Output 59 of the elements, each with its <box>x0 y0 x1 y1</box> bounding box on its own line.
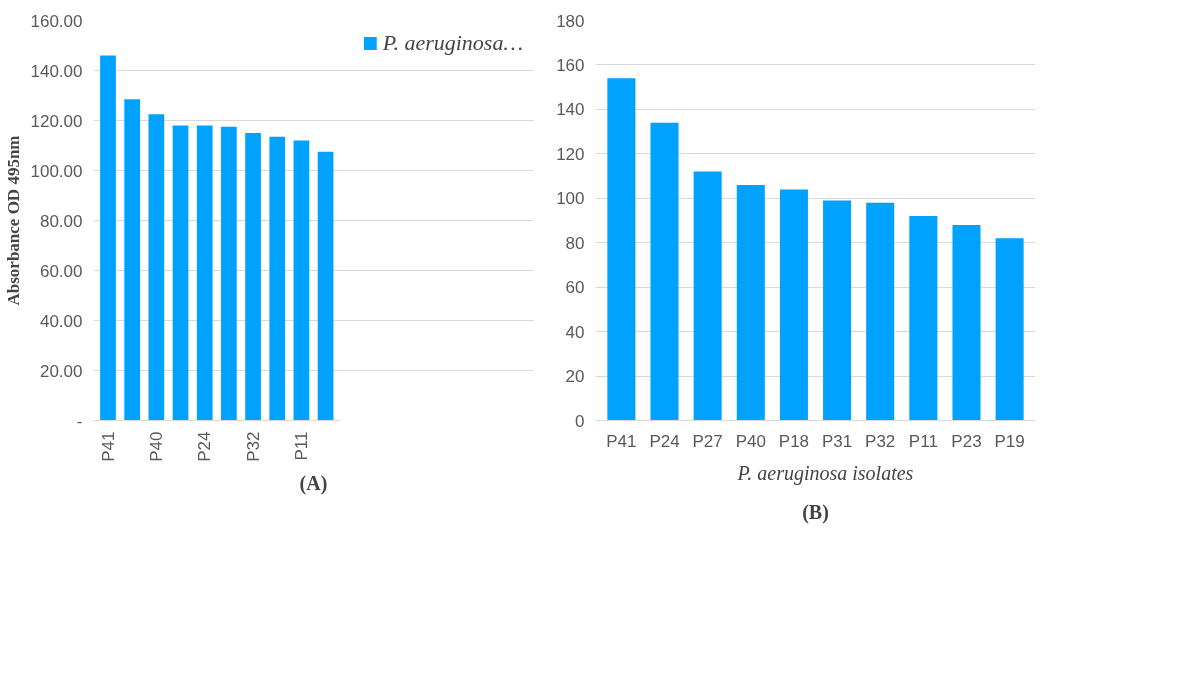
y-tick-label: 140.00 <box>30 61 83 81</box>
bar <box>245 133 261 421</box>
bar <box>823 200 852 421</box>
y-tick-label: 60.00 <box>39 261 83 281</box>
x-tick-label: P31 <box>821 431 853 451</box>
bar <box>196 125 213 421</box>
y-tick-label: 80.00 <box>39 211 83 231</box>
y-tick-label: 160 <box>556 55 585 75</box>
text: P. aeruginosa isolates <box>737 461 914 485</box>
y-tick-label: 40 <box>565 322 585 342</box>
bar <box>866 202 895 421</box>
bar <box>221 126 237 421</box>
y-tick-label: 100 <box>556 189 585 209</box>
x-tick-label: P41 <box>98 431 118 462</box>
x-tick-label: P11 <box>291 431 311 461</box>
x-tick-label: P32 <box>865 431 896 451</box>
bar <box>124 99 141 421</box>
y-axis-title: Absorbance OD 495nm <box>3 135 23 306</box>
y-tick-label: 80 <box>565 233 585 253</box>
x-tick-label: P11 <box>908 431 938 451</box>
y-tick-label: 180 <box>556 11 585 31</box>
y-tick-label: 20.00 <box>39 361 83 381</box>
x-tick-label: P32 <box>243 431 263 462</box>
x-tick-label: P41 <box>606 431 637 451</box>
legend-label: P. aeruginosa… <box>382 30 523 56</box>
bar <box>148 114 165 421</box>
text: (B) <box>802 500 829 524</box>
bar <box>952 224 981 421</box>
text: (A) <box>299 471 328 495</box>
y-tick-label: 100.00 <box>30 161 83 181</box>
x-tick-label: P24 <box>649 431 680 451</box>
x-tick-label: P40 <box>735 431 766 451</box>
bar <box>317 151 334 421</box>
bar <box>269 136 286 421</box>
x-tick-label: P40 <box>146 431 166 462</box>
bar <box>693 171 722 421</box>
bar <box>172 125 189 421</box>
y-tick-label: 160.00 <box>30 11 83 31</box>
bar <box>995 238 1024 421</box>
x-tick-label: P27 <box>692 431 723 451</box>
x-tick-label: P24 <box>195 431 215 462</box>
x-tick-label: P18 <box>778 431 810 451</box>
y-tick-label: - <box>76 411 83 431</box>
y-tick-label: 0 <box>575 411 585 431</box>
y-tick-label: 120 <box>556 144 585 164</box>
bar <box>736 184 765 421</box>
bar <box>607 78 636 421</box>
y-tick-label: 140 <box>556 100 585 120</box>
y-tick-label: 120.00 <box>30 111 83 131</box>
bar <box>100 55 116 421</box>
x-tick-label: P23 <box>951 431 982 451</box>
y-tick-label: 20 <box>565 367 585 387</box>
bar <box>650 122 679 421</box>
bar <box>293 140 310 421</box>
bar <box>909 216 938 421</box>
y-tick-label: 60 <box>565 278 585 298</box>
y-tick-label: 40.00 <box>39 311 83 331</box>
bar <box>779 189 808 421</box>
x-tick-label: P19 <box>994 431 1025 451</box>
